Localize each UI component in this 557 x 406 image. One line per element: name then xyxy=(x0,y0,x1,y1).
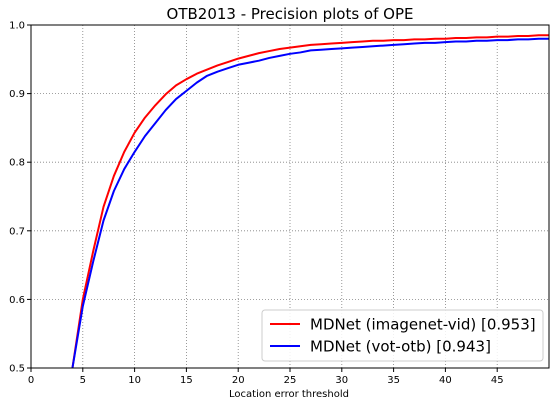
chart-title: OTB2013 - Precision plots of OPE xyxy=(167,5,414,23)
legend-label-1: MDNet (imagenet-vid) [0.953] xyxy=(310,316,536,334)
y-tick-label: 0.7 xyxy=(9,226,25,237)
x-tick-label: 25 xyxy=(284,375,297,386)
y-tick-label: 1.0 xyxy=(9,21,25,32)
series-line-1 xyxy=(71,34,549,368)
x-tick-label: 30 xyxy=(335,375,348,386)
y-axis-ticks: 0.5 0.6 0.7 0.8 0.9 1.0 xyxy=(9,21,31,375)
y-tick-label: 0.6 xyxy=(9,295,25,306)
x-tick-label: 40 xyxy=(439,375,452,386)
x-tick-label: 35 xyxy=(387,375,400,386)
series-line-2 xyxy=(71,37,549,368)
grid-lines xyxy=(31,25,549,368)
x-tick-label: 0 xyxy=(28,375,34,386)
x-tick-label: 45 xyxy=(491,375,504,386)
y-tick-label: 0.8 xyxy=(9,158,25,169)
x-axis-title: Location error threshold xyxy=(229,389,349,400)
x-axis-ticks: 0 5 10 15 20 25 30 35 40 45 xyxy=(28,368,504,386)
x-tick-label: 20 xyxy=(232,375,245,386)
x-tick-label: 10 xyxy=(128,375,141,386)
series-layer xyxy=(71,34,549,368)
legend: MDNet (imagenet-vid) [0.953] MDNet (vot-o… xyxy=(261,309,544,362)
legend-box xyxy=(261,309,544,362)
legend-label-2: MDNet (vot-otb) [0.943] xyxy=(310,338,491,356)
y-tick-label: 0.5 xyxy=(9,364,25,375)
y-tick-label: 0.9 xyxy=(9,89,25,100)
x-tick-label: 5 xyxy=(80,375,86,386)
x-tick-label: 15 xyxy=(180,375,193,386)
